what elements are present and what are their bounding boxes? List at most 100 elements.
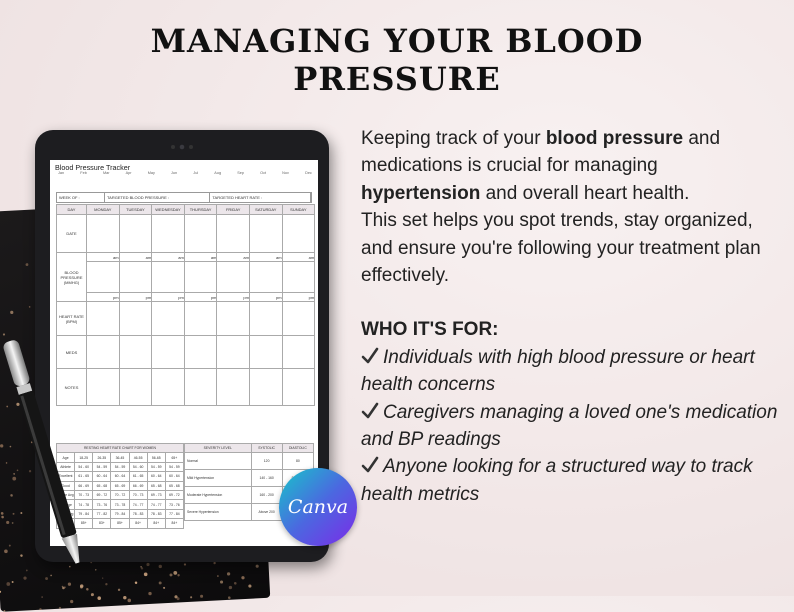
chart-cell: 69 - 72 <box>164 489 185 501</box>
bp-cell <box>151 261 185 293</box>
entry-cell <box>281 368 316 406</box>
pm-cell: pm <box>281 292 316 302</box>
chart-cell: 84+ <box>128 518 148 529</box>
entry-cell <box>86 214 120 253</box>
chart-cell: 73 - 78 <box>110 499 130 510</box>
bp-cell <box>281 261 316 293</box>
month-label: Jun <box>171 171 178 175</box>
tablet-screen: Blood Pressure Tracker Jan Feb Mar Apr May Ju… <box>50 160 318 546</box>
intro-text: Keeping track of your blood pressure and… <box>361 125 781 207</box>
entry-cell <box>281 335 316 369</box>
severity-header: SYSTOLIC <box>250 442 283 454</box>
entry-cell <box>151 301 185 336</box>
entry-cell <box>183 335 218 369</box>
entry-cell <box>281 301 316 336</box>
chart-cell: 65 - 68 <box>92 480 112 491</box>
pm-cell: pm <box>151 292 185 302</box>
severity-cell: 160 - 200 <box>250 486 283 505</box>
entry-cell <box>216 368 250 406</box>
entry-cell <box>183 368 218 406</box>
am-cell: am <box>281 252 316 262</box>
month-label: Jan <box>58 171 65 175</box>
chart-row: Athlete 54 - 60 54 - 59 54 - 59 54 - 60 54 - … <box>55 461 185 473</box>
camera-dots <box>171 144 193 150</box>
description: Keeping track of your blood pressure and… <box>361 125 781 508</box>
chart-cell: 74 - 77 <box>128 499 148 510</box>
field-label: TARGETED BLOOD PRESSURE : <box>105 193 211 202</box>
entry-cell <box>118 214 153 253</box>
am-cell: am <box>183 252 218 262</box>
month-label: Sep <box>237 171 244 175</box>
intro-segment: blood pressure <box>545 128 684 149</box>
bp-pm-row: pm pm pm pm pm pm pm <box>57 292 316 302</box>
chart-cell: 54 - 60 <box>128 461 148 473</box>
chart-header: 46-55 <box>128 452 148 463</box>
tracker-title: Blood Pressure Tracker <box>55 163 131 172</box>
pm-cell: pm <box>118 292 153 302</box>
month-row: Jan Feb Mar Apr May Jun Jul Aug Sep Oct Nov Dec <box>58 171 312 175</box>
chart-cell: 77 - 82 <box>92 508 112 520</box>
am-cell: am <box>248 252 283 262</box>
chart-cell: 70 - 73 <box>128 489 148 501</box>
tracker-row: HEART RATE (BPM) <box>56 301 316 336</box>
bp-mid-row <box>57 261 316 293</box>
chart-cell: 77 - 84 <box>164 508 185 520</box>
tracker-grid: DAY MONDAY TUESDAY WEDNESDAY THURSDAY FRIDAY S… <box>56 204 316 406</box>
chart-cell: 83+ <box>92 518 112 529</box>
check-icon <box>361 402 379 418</box>
day-header: THURSDAY <box>183 204 218 215</box>
chart-cell: 78 - 83 <box>146 508 166 520</box>
audience-item: Individuals with high blood pressure or … <box>361 344 781 399</box>
pen <box>3 340 80 564</box>
severity-header-row: SEVERITY LEVEL SYSTOLIC DIASTOLIC <box>184 442 315 454</box>
intro-segment: and overall heart health. <box>480 182 690 204</box>
entry-cell <box>151 335 185 369</box>
month-label: Aug <box>214 171 222 175</box>
chart-cell: 54 - 59 <box>92 461 112 473</box>
entry-cell <box>248 335 283 369</box>
entry-cell <box>86 301 120 336</box>
entry-cell <box>86 368 120 406</box>
chart-cell: 54 - 59 <box>164 461 185 473</box>
canva-badge: Canva <box>279 468 357 546</box>
bp-cell <box>118 261 153 293</box>
tracker-row: DATE <box>56 214 316 253</box>
month-label: Nov <box>282 171 289 175</box>
am-cell: am <box>118 252 153 262</box>
chart-header-row: Age 18-25 26-35 36-45 46-55 56-65 65+ <box>55 452 185 463</box>
field-label: WEEK OF : <box>57 193 106 202</box>
severity-cell: Normal <box>184 452 252 471</box>
severity-cell: Above 200 <box>250 503 283 522</box>
month-label: Dec <box>305 171 312 175</box>
day-header: FRIDAY <box>216 204 250 215</box>
audience-item-text: Caregivers managing a loved one's medica… <box>361 401 778 451</box>
day-header: WEDNESDAY <box>151 204 185 215</box>
day-header: MONDAY <box>86 204 120 215</box>
severity-header: SEVERITY LEVEL <box>184 442 252 454</box>
chart-cell: 60 - 64 <box>110 471 130 482</box>
chart-cell: 84+ <box>146 518 166 529</box>
page-title: MANAGING YOUR BLOOD PRESSURE <box>150 22 644 98</box>
severity-cell: Mild Hypertension <box>184 469 252 488</box>
entry-cell <box>183 301 218 336</box>
audience-item: Anyone looking for a structured way to t… <box>361 453 781 508</box>
chart-header: 65+ <box>164 452 185 463</box>
severity-row: Normal 120 80 <box>184 452 315 471</box>
field-row: WEEK OF : TARGETED BLOOD PRESSURE : TARGET… <box>56 192 312 203</box>
chart-cell: 65 - 69 <box>110 480 130 491</box>
pm-cell: pm <box>86 292 120 302</box>
entry-cell <box>248 301 283 336</box>
heart-rate-chart: RESTING HEART RATE CHART FOR WOMEN Age 18-… <box>55 442 185 529</box>
row-label: NOTES <box>56 368 87 406</box>
chart-cell: 74 - 77 <box>146 499 166 510</box>
tracker-row: MEDS <box>56 335 316 369</box>
month-label: Feb <box>80 171 87 175</box>
pm-cell: pm <box>183 292 218 302</box>
pm-cell: pm <box>248 292 283 302</box>
month-label: Mar <box>102 171 110 175</box>
row-label: BLOOD PRESSURE (MMHG) <box>56 252 87 302</box>
chart-cell: 61 - 65 <box>128 471 148 482</box>
chart-cell: 60 - 64 <box>164 471 185 482</box>
chart-cell: 69 - 72 <box>92 489 112 501</box>
month-label: Oct <box>260 171 267 175</box>
